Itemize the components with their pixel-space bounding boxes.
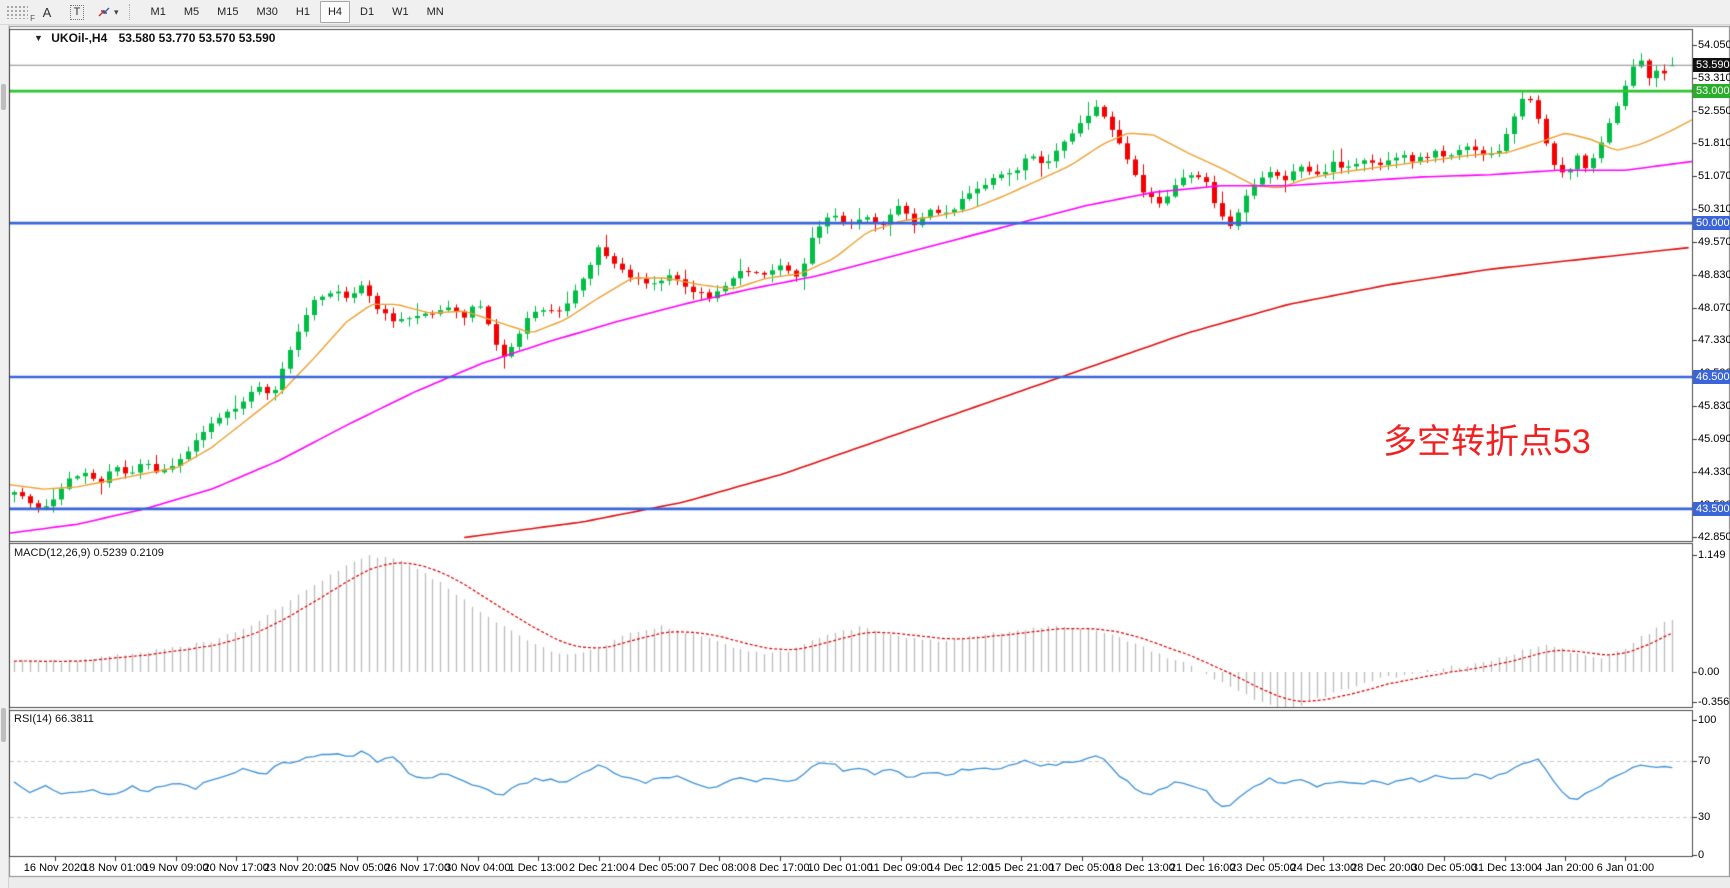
timeframe-button-d1[interactable]: D1 <box>360 6 375 18</box>
time-tick-label: 23 Dec 05:00 <box>1230 862 1296 874</box>
rsi-panel-label: RSI(14) 66.3811 <box>14 713 94 725</box>
time-tick-label: 18 Nov 01:00 <box>82 862 149 874</box>
time-tick-label: 19 Nov 09:00 <box>143 862 209 874</box>
time-tick-label: 28 Dec 20:00 <box>1351 862 1417 874</box>
time-tick-label: 8 Dec 17:00 <box>750 862 810 874</box>
current-price-box: 53.590 <box>1693 58 1730 73</box>
timeframe-button-m1[interactable]: M1 <box>150 6 166 18</box>
timeframe-button-h4[interactable]: H4 <box>319 1 351 23</box>
time-tick-label: 11 Dec 09:00 <box>868 862 933 874</box>
text-box-glyph: T <box>69 4 85 20</box>
price-tick-label: 45.830 <box>1698 400 1730 413</box>
chart-title: ▼ UKOil-,H4 53.580 53.770 53.570 53.590 <box>34 31 275 45</box>
timeframe-button-m5[interactable]: M5 <box>183 6 200 18</box>
time-tick-label: 24 Dec 13:00 <box>1290 862 1357 874</box>
timeframe-button-group: M1 M5 M15 M30 H1 H4 D1 W1 MN <box>142 1 453 23</box>
timeframe-button-m30[interactable]: M30 <box>256 6 278 18</box>
time-tick-label: 15 Dec 21:00 <box>988 862 1055 874</box>
price-tick-label: 48.070 <box>1698 301 1730 314</box>
chart-text-annotation[interactable]: 多空转折点53 <box>1383 423 1591 461</box>
time-tick-label: 17 Dec 05:00 <box>1049 862 1115 874</box>
hline-price-box: 43.500 <box>1693 501 1730 516</box>
price-tick-label: 51.070 <box>1698 170 1730 183</box>
price-tick-label: 47.330 <box>1698 334 1730 347</box>
price-tick-label: 44.330 <box>1698 466 1730 479</box>
time-tick-label: 30 Dec 05:00 <box>1411 862 1477 874</box>
collapse-triangle-icon[interactable]: ▼ <box>34 33 43 43</box>
hline-price-box: 46.500 <box>1693 369 1730 384</box>
price-tick-label: 54.050 <box>1698 39 1730 51</box>
price-tick-label: 51.810 <box>1698 137 1730 150</box>
symbol-period-label: UKOil-,H4 <box>51 31 108 45</box>
arrows-icon-glyph <box>98 7 110 17</box>
toolbar-grip-icon[interactable]: F <box>6 5 35 23</box>
price-tick-label: 42.850 <box>1698 531 1730 544</box>
arrows-tool-icon[interactable]: ▾ <box>96 2 119 22</box>
price-tick-label: 53.310 <box>1698 71 1730 84</box>
time-tick-label: 16 Nov 2020 <box>23 862 87 874</box>
hline-price-box: 53.000 <box>1693 84 1730 99</box>
rsi-scale-label: 30 <box>1698 810 1711 823</box>
timeframe-button-mn[interactable]: MN <box>426 6 444 18</box>
time-tick-label: 6 Jan 01:00 <box>1596 862 1655 874</box>
time-tick-label: 18 Dec 13:00 <box>1109 862 1175 874</box>
rsi-scale-label: 100 <box>1698 714 1717 726</box>
timeframe-button-w1[interactable]: W1 <box>392 6 409 18</box>
timeframe-button-m15[interactable]: M15 <box>217 6 239 18</box>
time-tick-label: 25 Nov 05:00 <box>324 862 390 874</box>
rsi-scale-label: 70 <box>1698 755 1711 768</box>
text-box-tool-icon[interactable]: T <box>66 2 88 22</box>
price-scale-drag-area[interactable] <box>1693 30 1730 856</box>
macd-scale-label: -0.3563 <box>1698 696 1730 708</box>
time-tick-label: 21 Dec 16:00 <box>1169 862 1236 874</box>
top-toolbar: F A T ▾ M1 M5 M15 M30 H1 H4 D1 W1 MN <box>0 0 1730 25</box>
time-tick-label: 10 Dec 01:00 <box>807 862 873 874</box>
time-tick-label: 23 Nov 20:00 <box>263 862 330 874</box>
dropdown-caret-icon: ▾ <box>114 6 119 17</box>
time-tick-label: 4 Jan 20:00 <box>1536 862 1594 874</box>
macd-scale-label: 0.00 <box>1698 666 1720 678</box>
time-tick-label: 1 Dec 13:00 <box>508 862 568 874</box>
rsi-scale-label: 0 <box>1698 849 1705 861</box>
time-scale-drag-area[interactable] <box>10 856 1692 877</box>
ohlc-readout: 53.580 53.770 53.570 53.590 <box>118 31 276 45</box>
time-tick-label: 31 Dec 13:00 <box>1471 862 1538 874</box>
time-tick-label: 7 Dec 08:00 <box>689 862 750 874</box>
price-tick-label: 45.090 <box>1698 432 1730 445</box>
time-tick-label: 4 Dec 05:00 <box>629 862 689 874</box>
hline-price-box: 50.000 <box>1693 216 1730 231</box>
toolbar-separator <box>128 4 136 20</box>
macd-panel-label: MACD(12,26,9) 0.5239 0.2109 <box>14 547 164 559</box>
time-tick-label: 2 Dec 21:00 <box>568 862 629 874</box>
price-tick-label: 52.550 <box>1698 104 1730 117</box>
macd-scale-label: 1.149 <box>1698 549 1726 562</box>
timeframe-button-h1[interactable]: H1 <box>295 6 310 18</box>
time-tick-label: 14 Dec 12:00 <box>928 862 994 874</box>
left-dock-strip <box>0 24 9 888</box>
time-tick-label: 30 Nov 04:00 <box>445 862 511 874</box>
price-tick-label: 48.830 <box>1698 268 1730 281</box>
text-label-tool-icon[interactable]: A <box>42 4 52 20</box>
price-tick-label: 50.310 <box>1698 203 1730 216</box>
dock-splitter-handle[interactable] <box>1 708 6 742</box>
dock-splitter-handle[interactable] <box>1 84 6 110</box>
time-tick-label: 20 Nov 17:00 <box>203 862 269 874</box>
time-tick-label: 26 Nov 17:00 <box>384 862 451 874</box>
price-tick-label: 49.570 <box>1698 235 1730 248</box>
